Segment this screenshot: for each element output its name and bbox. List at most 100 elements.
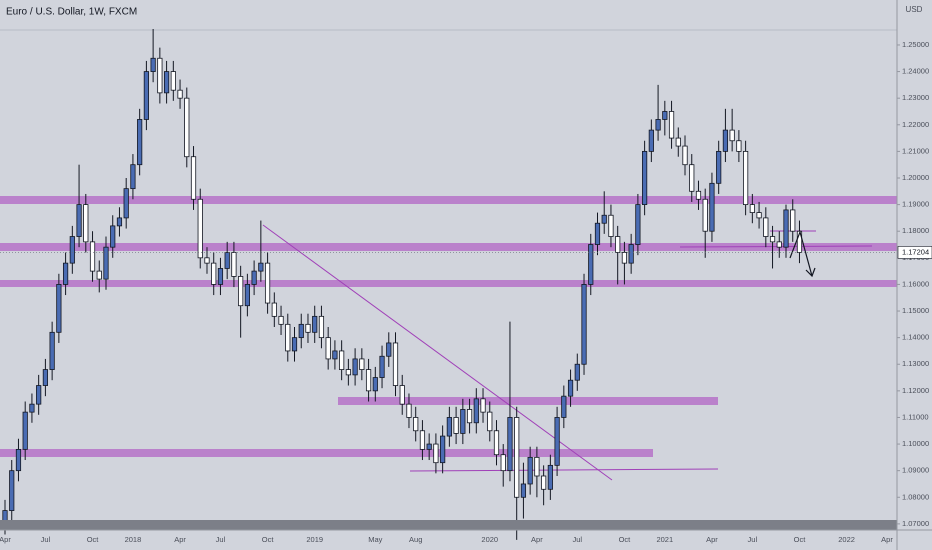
candle-body: [790, 209, 796, 232]
candle-body: [507, 417, 513, 472]
candle-body: [480, 398, 486, 413]
candle-body: [238, 276, 244, 307]
candle-body: [110, 225, 116, 248]
candle-body: [150, 57, 156, 72]
candle-body: [217, 268, 224, 285]
candle-body: [668, 111, 675, 139]
x-tick-label: Apr: [174, 535, 186, 544]
candle-body: [675, 137, 681, 147]
candle-body: [345, 369, 351, 376]
candle-body: [655, 119, 661, 131]
candle-body: [682, 145, 688, 166]
candle-body: [339, 350, 345, 370]
candle-body: [103, 246, 109, 280]
drawings: [0, 196, 897, 481]
candle-body: [615, 236, 621, 253]
candle-body: [116, 217, 123, 227]
candle-body: [473, 398, 479, 424]
candle-body: [453, 417, 459, 434]
y-tick-label: 1.10000: [902, 439, 929, 448]
candle-body: [460, 409, 466, 434]
candle-body: [722, 129, 729, 152]
y-tick-label: 1.15000: [902, 306, 929, 315]
candle-body: [224, 252, 230, 269]
y-tick-label: 1.22000: [902, 120, 929, 129]
candle-body: [22, 411, 28, 450]
candle-body: [608, 214, 614, 237]
x-tick-label: Apr: [881, 535, 893, 544]
candle-body: [709, 182, 715, 232]
candle-body: [137, 119, 143, 166]
candle-body: [419, 430, 426, 450]
y-tick-label: 1.16000: [902, 279, 929, 288]
x-tick-label: Jul: [748, 535, 758, 544]
x-tick-label: May: [368, 535, 382, 544]
candle-body: [601, 214, 607, 224]
candle-body: [123, 188, 129, 219]
candle-body: [258, 262, 264, 272]
y-tick-label: 1.08000: [902, 492, 929, 501]
candle-body: [83, 204, 89, 243]
candle-body: [190, 156, 197, 200]
candle-body: [406, 403, 412, 418]
x-tick-label: Jul: [216, 535, 226, 544]
candle-body: [399, 385, 405, 405]
support-zone: [338, 397, 718, 405]
candle-body: [547, 464, 553, 490]
x-tick-label: Apr: [531, 535, 543, 544]
y-tick-label: 1.20000: [902, 173, 929, 182]
candle-body: [769, 236, 776, 243]
y-tick-label: 1.21000: [902, 146, 929, 155]
candle-body: [130, 164, 136, 190]
y-tick-label: 1.24000: [902, 67, 929, 76]
y-tick-label: 1.11000: [902, 412, 929, 421]
projection-arrow: [789, 230, 813, 277]
candle-body: [305, 323, 311, 333]
y-tick-label: 1.19000: [902, 200, 929, 209]
candle-body: [197, 198, 203, 259]
x-tick-label: Jul: [572, 535, 582, 544]
trend-line: [262, 224, 613, 481]
x-tick-label: Oct: [619, 535, 632, 544]
y-tick-label: 1.13000: [902, 359, 929, 368]
arrow-head: [805, 267, 816, 278]
x-tick-label: 2019: [306, 535, 323, 544]
candle-body: [554, 417, 560, 466]
candle-body: [29, 403, 35, 413]
candle-body: [527, 456, 533, 485]
candle-body: [42, 369, 48, 386]
candle-body: [271, 302, 277, 317]
candle-body: [743, 150, 749, 206]
y-tick-label: 1.25000: [902, 40, 929, 49]
candle-body: [446, 417, 452, 437]
candles: [2, 29, 803, 540]
candle-body: [702, 198, 708, 232]
candle-body: [392, 342, 399, 386]
x-tick-label: 2018: [125, 535, 142, 544]
candle-body: [648, 129, 654, 152]
candle-body: [143, 71, 149, 120]
candle-body: [379, 355, 385, 378]
y-tick-label: 1.07000: [902, 519, 929, 528]
candle-body: [244, 284, 250, 307]
candle-body: [325, 337, 331, 360]
resistance-zone: [0, 196, 897, 204]
candle-body: [15, 448, 22, 472]
candle-body: [642, 150, 648, 206]
candle-body: [157, 57, 163, 94]
x-tick-label: 2021: [656, 535, 673, 544]
candle-body: [493, 430, 500, 456]
candle-body: [581, 284, 587, 365]
candle-body: [76, 204, 82, 237]
candle-body: [662, 111, 668, 120]
candle-body: [204, 257, 210, 264]
candle-body: [251, 270, 257, 285]
candle-body: [211, 262, 217, 285]
y-tick-label: 1.23000: [902, 93, 929, 102]
candle-body: [695, 190, 702, 200]
candle-body: [285, 323, 291, 352]
candle-body: [413, 417, 419, 432]
last-price-box: [897, 246, 932, 259]
candle-body: [184, 97, 190, 158]
candle-body: [783, 209, 789, 248]
